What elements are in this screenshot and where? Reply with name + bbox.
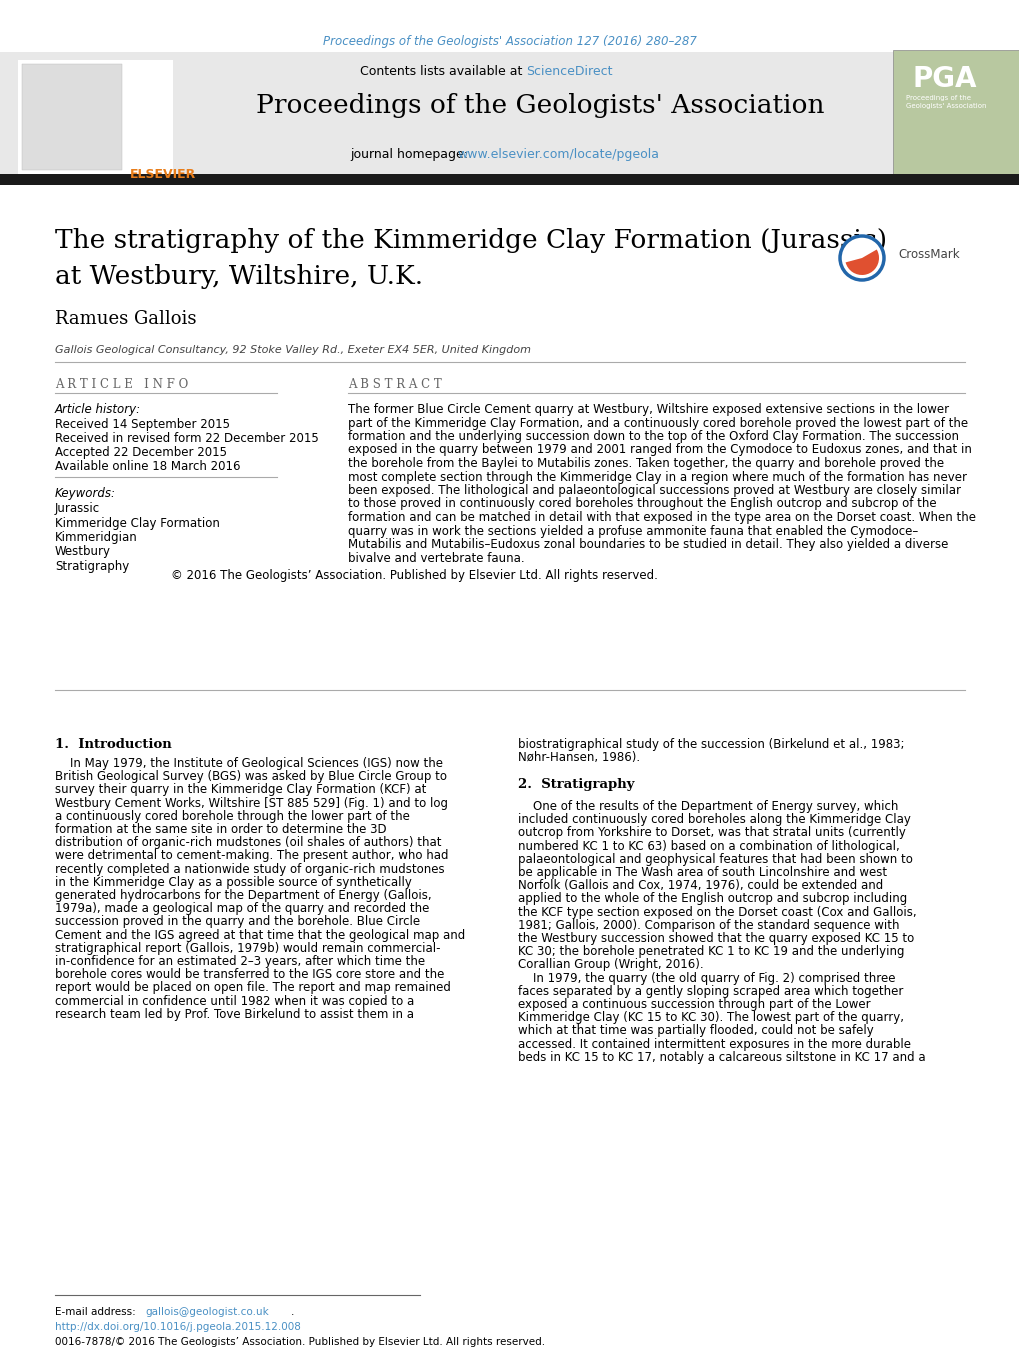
Text: The former Blue Circle Cement quarry at Westbury, Wiltshire exposed extensive se: The former Blue Circle Cement quarry at … <box>347 404 949 416</box>
Bar <box>0 174 1019 185</box>
Text: ScienceDirect: ScienceDirect <box>526 65 611 77</box>
Text: Gallois Geological Consultancy, 92 Stoke Valley Rd., Exeter EX4 5ER, United King: Gallois Geological Consultancy, 92 Stoke… <box>55 345 531 355</box>
Text: One of the results of the Department of Energy survey, which: One of the results of the Department of … <box>518 800 898 813</box>
Text: Available online 18 March 2016: Available online 18 March 2016 <box>55 459 240 473</box>
Text: been exposed. The lithological and palaeontological successions proved at Westbu: been exposed. The lithological and palae… <box>347 484 960 497</box>
Text: distribution of organic-rich mudstones (oil shales of authors) that: distribution of organic-rich mudstones (… <box>55 836 441 849</box>
Text: gallois@geologist.co.uk: gallois@geologist.co.uk <box>145 1307 268 1317</box>
Text: most complete section through the Kimmeridge Clay in a region where much of the : most complete section through the Kimmer… <box>347 470 966 484</box>
Text: the KCF type section exposed on the Dorset coast (Cox and Gallois,: the KCF type section exposed on the Dors… <box>518 905 916 919</box>
Bar <box>22 64 122 170</box>
Text: biostratigraphical study of the succession (Birkelund et al., 1983;: biostratigraphical study of the successi… <box>518 738 904 752</box>
Text: applied to the whole of the English outcrop and subcrop including: applied to the whole of the English outc… <box>518 893 906 905</box>
Text: Cement and the IGS agreed at that time that the geological map and: Cement and the IGS agreed at that time t… <box>55 928 465 942</box>
Text: at Westbury, Wiltshire, U.K.: at Westbury, Wiltshire, U.K. <box>55 264 423 289</box>
Text: Received 14 September 2015: Received 14 September 2015 <box>55 419 229 431</box>
Text: were detrimental to cement-making. The present author, who had: were detrimental to cement-making. The p… <box>55 849 448 863</box>
Text: stratigraphical report (Gallois, 1979b) would remain commercial-: stratigraphical report (Gallois, 1979b) … <box>55 942 440 955</box>
Text: be applicable in The Wash area of south Lincolnshire and west: be applicable in The Wash area of south … <box>518 866 887 879</box>
Text: Corallian Group (Wright, 2016).: Corallian Group (Wright, 2016). <box>518 958 703 972</box>
Text: Keywords:: Keywords: <box>55 487 116 500</box>
Text: in-confidence for an estimated 2–3 years, after which time the: in-confidence for an estimated 2–3 years… <box>55 955 425 968</box>
Text: .: . <box>290 1307 294 1317</box>
Text: Westbury: Westbury <box>55 545 111 559</box>
Text: 0016-7878/© 2016 The Geologists’ Association. Published by Elsevier Ltd. All rig: 0016-7878/© 2016 The Geologists’ Associa… <box>55 1337 544 1347</box>
Text: Accepted 22 December 2015: Accepted 22 December 2015 <box>55 446 227 459</box>
Text: Contents lists available at: Contents lists available at <box>360 65 526 77</box>
Text: formation and can be matched in detail with that exposed in the type area on the: formation and can be matched in detail w… <box>347 511 975 525</box>
Text: journal homepage:: journal homepage: <box>350 148 472 160</box>
Text: generated hydrocarbons for the Department of Energy (Gallois,: generated hydrocarbons for the Departmen… <box>55 889 431 902</box>
Text: formation and the underlying succession down to the top of the Oxford Clay Forma: formation and the underlying succession … <box>347 429 958 443</box>
Text: KC 30; the borehole penetrated KC 1 to KC 19 and the underlying: KC 30; the borehole penetrated KC 1 to K… <box>518 946 904 958</box>
Bar <box>0 52 1019 182</box>
Text: E-mail address:: E-mail address: <box>55 1307 139 1317</box>
Text: part of the Kimmeridge Clay Formation, and a continuously cored borehole proved : part of the Kimmeridge Clay Formation, a… <box>347 416 967 429</box>
Text: In May 1979, the Institute of Geological Sciences (IGS) now the: In May 1979, the Institute of Geological… <box>55 757 442 771</box>
Text: included continuously cored boreholes along the Kimmeridge Clay: included continuously cored boreholes al… <box>518 813 910 826</box>
Text: British Geological Survey (BGS) was asked by Blue Circle Group to: British Geological Survey (BGS) was aske… <box>55 771 446 783</box>
Text: numbered KC 1 to KC 63) based on a combination of lithological,: numbered KC 1 to KC 63) based on a combi… <box>518 840 899 852</box>
Text: research team led by Prof. Tove Birkelund to assist them in a: research team led by Prof. Tove Birkelun… <box>55 1008 414 1021</box>
Text: in the Kimmeridge Clay as a possible source of synthetically: in the Kimmeridge Clay as a possible sou… <box>55 875 412 889</box>
Text: palaeontological and geophysical features that had been shown to: palaeontological and geophysical feature… <box>518 853 912 866</box>
Text: formation at the same site in order to determine the 3D: formation at the same site in order to d… <box>55 824 386 836</box>
Text: CrossMark: CrossMark <box>897 249 959 261</box>
Text: recently completed a nationwide study of organic-rich mudstones: recently completed a nationwide study of… <box>55 863 444 875</box>
Text: The stratigraphy of the Kimmeridge Clay Formation (Jurassic): The stratigraphy of the Kimmeridge Clay … <box>55 228 887 253</box>
Bar <box>18 60 173 174</box>
Text: Nøhr-Hansen, 1986).: Nøhr-Hansen, 1986). <box>518 752 640 764</box>
Text: Stratigraphy: Stratigraphy <box>55 560 129 573</box>
Text: 1981; Gallois, 2000). Comparison of the standard sequence with: 1981; Gallois, 2000). Comparison of the … <box>518 919 899 932</box>
Text: ELSEVIER: ELSEVIER <box>129 169 196 181</box>
Text: A B S T R A C T: A B S T R A C T <box>347 378 441 391</box>
Text: survey their quarry in the Kimmeridge Clay Formation (KCF) at: survey their quarry in the Kimmeridge Cl… <box>55 783 426 796</box>
Text: the borehole from the Baylei to Mutabilis zones. Taken together, the quarry and : the borehole from the Baylei to Mutabili… <box>347 457 944 470</box>
Text: succession proved in the quarry and the borehole. Blue Circle: succession proved in the quarry and the … <box>55 916 420 928</box>
Text: quarry was in work the sections yielded a profuse ammonite fauna that enabled th: quarry was in work the sections yielded … <box>347 525 917 538</box>
Text: Ramues Gallois: Ramues Gallois <box>55 310 197 328</box>
Text: Kimmeridge Clay Formation: Kimmeridge Clay Formation <box>55 516 220 530</box>
Text: accessed. It contained intermittent exposures in the more durable: accessed. It contained intermittent expo… <box>518 1038 910 1051</box>
Text: www.elsevier.com/locate/pgeola: www.elsevier.com/locate/pgeola <box>457 148 658 160</box>
Text: Jurassic: Jurassic <box>55 501 100 515</box>
Text: Westbury Cement Works, Wiltshire [ST 885 529] (Fig. 1) and to log: Westbury Cement Works, Wiltshire [ST 885… <box>55 796 447 810</box>
Text: exposed in the quarry between 1979 and 2001 ranged from the Cymodoce to Eudoxus : exposed in the quarry between 1979 and 2… <box>347 443 971 457</box>
Text: http://dx.doi.org/10.1016/j.pgeola.2015.12.008: http://dx.doi.org/10.1016/j.pgeola.2015.… <box>55 1322 301 1332</box>
Text: which at that time was partially flooded, could not be safely: which at that time was partially flooded… <box>518 1025 873 1037</box>
Text: A R T I C L E   I N F O: A R T I C L E I N F O <box>55 378 189 391</box>
Text: to those proved in continuously cored boreholes throughout the English outcrop a: to those proved in continuously cored bo… <box>347 497 935 511</box>
Text: a continuously cored borehole through the lower part of the: a continuously cored borehole through th… <box>55 810 410 822</box>
Text: exposed a continuous succession through part of the Lower: exposed a continuous succession through … <box>518 998 870 1011</box>
Text: 1979a), made a geological map of the quarry and recorded the: 1979a), made a geological map of the qua… <box>55 902 429 915</box>
Text: the Westbury succession showed that the quarry exposed KC 15 to: the Westbury succession showed that the … <box>518 932 913 945</box>
Text: © 2016 The Geologists’ Association. Published by Elsevier Ltd. All rights reserv: © 2016 The Geologists’ Association. Publ… <box>171 569 657 582</box>
Text: commercial in confidence until 1982 when it was copied to a: commercial in confidence until 1982 when… <box>55 995 414 1007</box>
Text: Proceedings of the Geologists' Association 127 (2016) 280–287: Proceedings of the Geologists' Associati… <box>323 35 696 48</box>
Bar <box>892 50 1019 183</box>
Circle shape <box>840 236 883 280</box>
Text: 2.  Stratigraphy: 2. Stratigraphy <box>518 777 634 791</box>
Text: 1.  Introduction: 1. Introduction <box>55 738 171 752</box>
Text: report would be placed on open file. The report and map remained: report would be placed on open file. The… <box>55 981 450 995</box>
Text: Received in revised form 22 December 2015: Received in revised form 22 December 201… <box>55 432 319 444</box>
Text: Kimmeridge Clay (KC 15 to KC 30). The lowest part of the quarry,: Kimmeridge Clay (KC 15 to KC 30). The lo… <box>518 1011 903 1025</box>
Text: Article history:: Article history: <box>55 404 141 416</box>
Wedge shape <box>845 258 878 275</box>
Text: In 1979, the quarry (the old quarry of Fig. 2) comprised three: In 1979, the quarry (the old quarry of F… <box>518 972 895 985</box>
Wedge shape <box>861 250 878 258</box>
Text: Proceedings of the
Geologists' Association: Proceedings of the Geologists' Associati… <box>905 95 985 109</box>
Text: Norfolk (Gallois and Cox, 1974, 1976), could be extended and: Norfolk (Gallois and Cox, 1974, 1976), c… <box>518 879 882 893</box>
Text: Kimmeridgian: Kimmeridgian <box>55 531 138 544</box>
Text: faces separated by a gently sloping scraped area which together: faces separated by a gently sloping scra… <box>518 985 903 998</box>
Text: Mutabilis and Mutabilis–Eudoxus zonal boundaries to be studied in detail. They a: Mutabilis and Mutabilis–Eudoxus zonal bo… <box>347 538 948 550</box>
Text: outcrop from Yorkshire to Dorset, was that stratal units (currently: outcrop from Yorkshire to Dorset, was th… <box>518 826 905 840</box>
Text: bivalve and vertebrate fauna.: bivalve and vertebrate fauna. <box>347 552 524 564</box>
Text: Proceedings of the Geologists' Association: Proceedings of the Geologists' Associati… <box>256 92 823 118</box>
Text: borehole cores would be transferred to the IGS core store and the: borehole cores would be transferred to t… <box>55 968 444 981</box>
Text: beds in KC 15 to KC 17, notably a calcareous siltstone in KC 17 and a: beds in KC 15 to KC 17, notably a calcar… <box>518 1051 924 1064</box>
Text: PGA: PGA <box>912 65 976 92</box>
